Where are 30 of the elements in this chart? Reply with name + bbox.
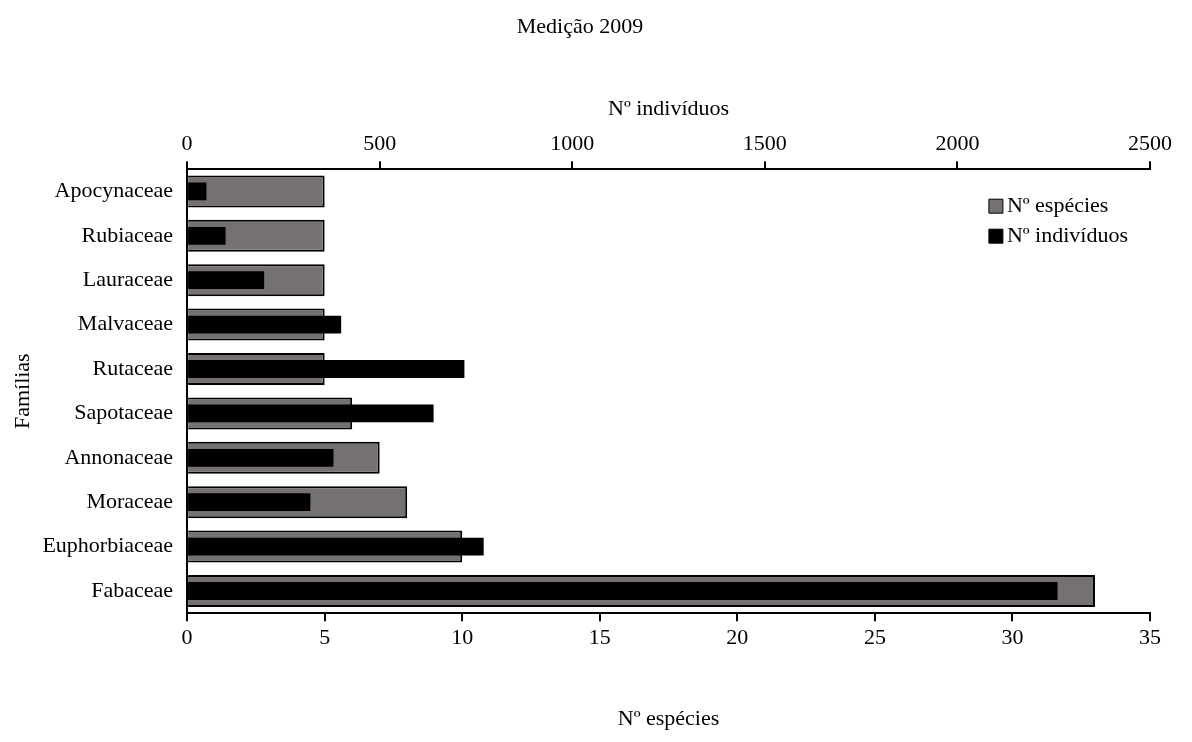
chart-title: Medição 2009 [516, 12, 644, 38]
y-axis-title: Famílias [8, 353, 34, 430]
x-tick-label: 30 [1001, 624, 1024, 650]
x2-tick-label: 2500 [1128, 129, 1172, 155]
y-tick-label: Malvaceae [77, 310, 174, 336]
y-tick-label: Apocynaceae [54, 177, 174, 203]
y-tick-label: Rubiaceae [81, 221, 174, 247]
y-tick-label: Moraceae [86, 487, 174, 513]
x-tick-label: 20 [726, 624, 749, 650]
y-tick-label: Annonaceae [64, 443, 174, 469]
legend-label: Nº indivíduos [1006, 221, 1128, 247]
x2-axis-title: Nº indivíduos [608, 95, 730, 121]
x2-tick-label: 2000 [935, 129, 980, 155]
y-tick-label: Euphorbiaceae [42, 532, 174, 558]
legend-label: Nº espécies [1006, 191, 1109, 217]
x2-tick-label: 1500 [742, 129, 787, 155]
y-tick-label: Rutaceae [92, 354, 174, 380]
x2-tick-label: 500 [363, 129, 397, 155]
x2-tick-label: 0 [181, 129, 193, 155]
y-tick-label: Fabaceae [91, 576, 174, 602]
y-tick-label: Sapotaceae [74, 399, 174, 425]
x-tick-label: 25 [863, 624, 886, 650]
x-tick-label: 35 [1139, 624, 1161, 650]
x-tick-label: 10 [451, 624, 474, 650]
x2-tick-label: 1000 [550, 129, 595, 155]
x-tick-label: 0 [181, 624, 193, 650]
x-axis-title: Nº espécies [617, 704, 720, 730]
x-tick-label: 5 [319, 624, 331, 650]
y-tick-label: Lauraceae [82, 265, 174, 291]
x-tick-label: 15 [588, 624, 611, 650]
